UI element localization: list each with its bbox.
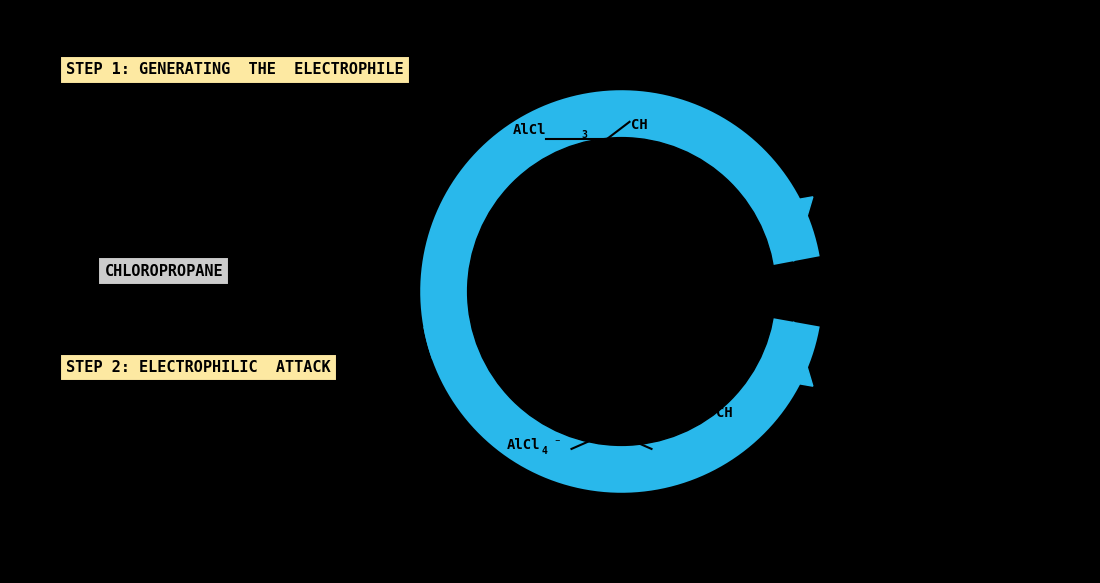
Text: AlCl: AlCl <box>513 123 547 137</box>
Polygon shape <box>754 322 813 386</box>
Text: CH: CH <box>716 406 734 420</box>
Text: 4: 4 <box>541 446 548 456</box>
Text: STEP 2: ELECTROPHILIC  ATTACK: STEP 2: ELECTROPHILIC ATTACK <box>66 360 331 375</box>
Text: ⁻: ⁻ <box>553 437 561 450</box>
Text: AlCl: AlCl <box>506 438 540 452</box>
Text: 3: 3 <box>582 129 587 139</box>
Circle shape <box>468 138 776 445</box>
Text: CHLOROPROPANE: CHLOROPROPANE <box>104 264 223 279</box>
Polygon shape <box>754 197 813 261</box>
Text: STEP 1: GENERATING  THE  ELECTROPHILE: STEP 1: GENERATING THE ELECTROPHILE <box>66 62 404 78</box>
Text: CH: CH <box>631 118 648 132</box>
